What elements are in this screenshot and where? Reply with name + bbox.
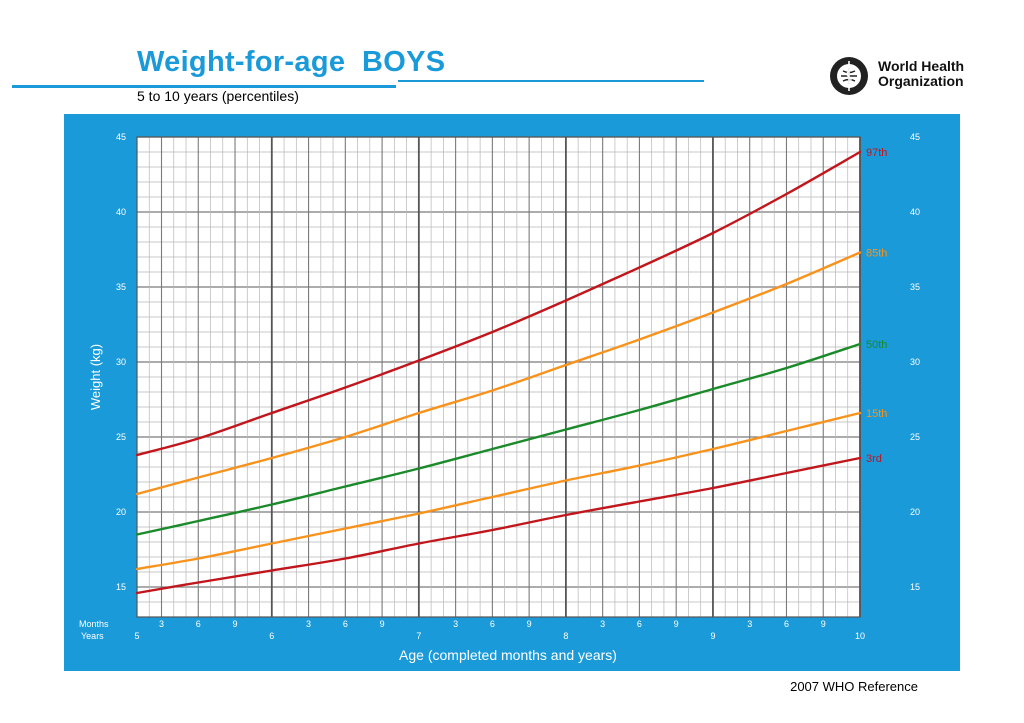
y-tick-label-left: 35 (116, 282, 126, 292)
month-tick-label: 9 (233, 619, 238, 629)
year-tick-label: 7 (416, 631, 421, 641)
percentile-label-15th: 15th (866, 408, 887, 420)
month-tick-label: 3 (159, 619, 164, 629)
y-tick-label-right: 35 (910, 282, 920, 292)
month-tick-label: 3 (747, 619, 752, 629)
who-line-1: World Health (878, 58, 965, 74)
y-tick-label-right: 20 (910, 507, 920, 517)
percentile-curve-97th (135, 150, 862, 457)
y-tick-label-left: 40 (116, 207, 126, 217)
year-tick-label: 9 (710, 631, 715, 641)
month-tick-label: 3 (453, 619, 458, 629)
y-tick-label-right: 40 (910, 207, 920, 217)
percentile-curve-15th (135, 411, 862, 571)
y-tick-label-right: 15 (910, 582, 920, 592)
page-title: Weight-for-age BOYS (137, 46, 446, 78)
months-row-label: Months (79, 619, 109, 629)
page-subtitle: 5 to 10 years (percentiles) (137, 88, 299, 104)
x-axis-label: Age (completed months and years) (399, 647, 617, 663)
y-tick-label-left: 45 (116, 132, 126, 142)
percentile-curve-3rd (135, 456, 862, 595)
reference-footer: 2007 WHO Reference (790, 679, 918, 694)
y-tick-label-right: 30 (910, 357, 920, 367)
y-tick-label-right: 45 (910, 132, 920, 142)
y-tick-label-left: 25 (116, 432, 126, 442)
title-underline-left (12, 85, 396, 88)
percentile-label-3rd: 3rd (866, 453, 882, 465)
who-wordmark: World Health Organization (878, 59, 964, 89)
month-tick-label: 6 (784, 619, 789, 629)
month-tick-label: 6 (343, 619, 348, 629)
year-tick-label: 5 (134, 631, 139, 641)
year-tick-label: 8 (563, 631, 568, 641)
years-row-label: Years (81, 631, 104, 641)
percentile-label-97th: 97th (866, 147, 887, 159)
who-line-2: Organization (878, 73, 964, 89)
percentile-label-50th: 50th (866, 339, 887, 351)
percentile-curve-50th (135, 342, 862, 536)
y-tick-label-left: 20 (116, 507, 126, 517)
y-tick-label-left: 30 (116, 357, 126, 367)
month-tick-label: 6 (490, 619, 495, 629)
plot-border (136, 136, 861, 618)
percentile-curve-85th (135, 251, 862, 496)
y-tick-label-left: 15 (116, 582, 126, 592)
percentile-label-85th: 85th (866, 248, 887, 260)
y-axis-label: Weight (kg) (88, 344, 103, 410)
y-tick-label-right: 25 (910, 432, 920, 442)
month-tick-label: 9 (527, 619, 532, 629)
month-tick-label: 3 (600, 619, 605, 629)
chart-panel: 15 15 20 20 25 25 30 30 35 35 40 40 45 45 Weight (kg) M… (64, 114, 960, 671)
month-tick-label: 9 (821, 619, 826, 629)
year-tick-label: 10 (855, 631, 865, 641)
month-tick-label: 3 (306, 619, 311, 629)
month-tick-label: 9 (380, 619, 385, 629)
month-tick-label: 9 (674, 619, 679, 629)
year-tick-label: 6 (269, 631, 274, 641)
month-tick-label: 6 (637, 619, 642, 629)
month-tick-label: 6 (196, 619, 201, 629)
who-emblem-icon (830, 57, 868, 95)
title-underline-right (398, 80, 704, 82)
